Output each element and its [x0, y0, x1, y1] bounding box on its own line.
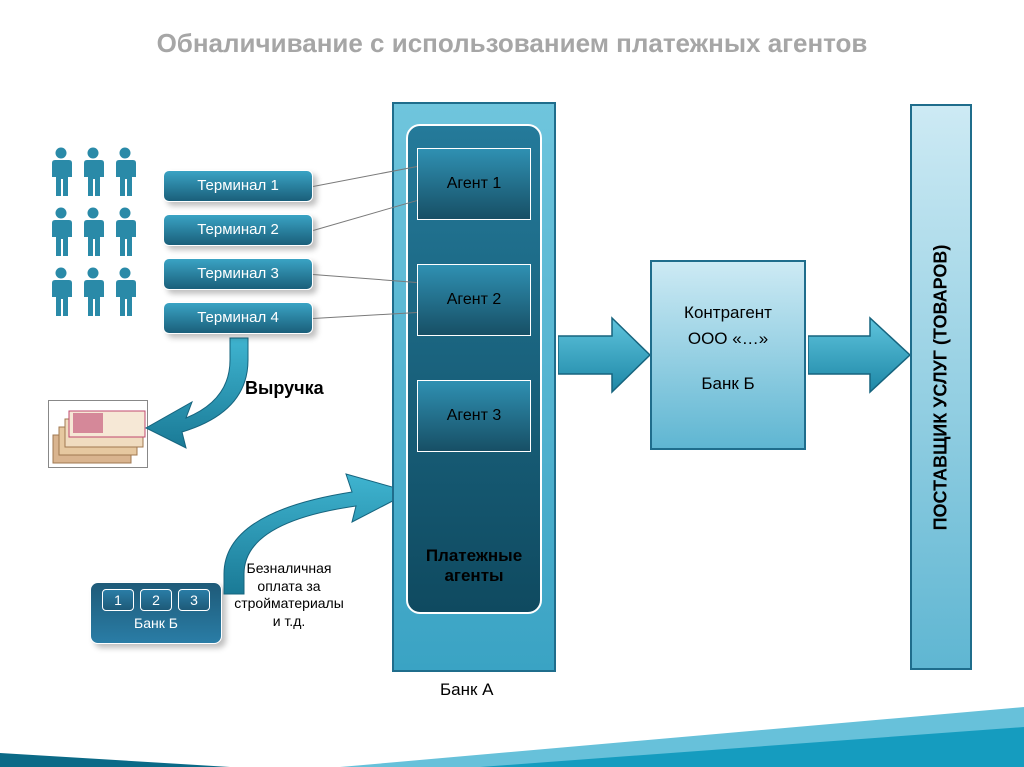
terminal-box: Терминал 3: [163, 258, 313, 290]
arrow-to-counterparty-icon: [558, 316, 650, 394]
person-icon: [112, 266, 138, 322]
person-icon: [112, 146, 138, 202]
agent-box: Агент 3: [417, 380, 531, 452]
bank-b-small-label: Банк Б: [91, 611, 221, 631]
bank-b-slot: 1: [102, 589, 134, 611]
agent-box: Агент 2: [417, 264, 531, 336]
people-group: [48, 146, 138, 322]
noncash-text: Безналичная оплата за стройматериалы и т…: [234, 560, 344, 630]
person-icon: [48, 146, 74, 202]
terminal-box: Терминал 4: [163, 302, 313, 334]
money-image: [48, 400, 148, 468]
counterparty-line: Банк Б: [652, 371, 804, 397]
arrow-to-supplier-icon: [808, 316, 910, 394]
agent-box: Агент 1: [417, 148, 531, 220]
supplier-label: ПОСТАВЩИК УСЛУГ (ТОВАРОВ): [931, 244, 952, 530]
bank-b-small-box: 1 2 3 Банк Б: [90, 582, 222, 644]
bank-a-label: Банк А: [440, 680, 494, 700]
person-icon: [80, 206, 106, 262]
person-icon: [48, 206, 74, 262]
counterparty-line: ООО «…»: [652, 326, 804, 352]
terminal-box: Терминал 1: [163, 170, 313, 202]
person-icon: [48, 266, 74, 322]
arrow-revenue-icon: [140, 330, 260, 450]
payment-agents-label: Платежные агенты: [406, 546, 542, 587]
counterparty-box: Контрагент ООО «…» Банк Б: [650, 260, 806, 450]
person-icon: [80, 146, 106, 202]
terminal-box: Терминал 2: [163, 214, 313, 246]
bottom-decoration: [0, 707, 1024, 767]
person-icon: [112, 206, 138, 262]
bank-b-slot: 3: [178, 589, 210, 611]
page-title: Обналичивание с использованием платежных…: [0, 28, 1024, 59]
person-icon: [80, 266, 106, 322]
supplier-box: ПОСТАВЩИК УСЛУГ (ТОВАРОВ): [910, 104, 972, 670]
bank-b-slot: 2: [140, 589, 172, 611]
counterparty-line: Контрагент: [652, 300, 804, 326]
